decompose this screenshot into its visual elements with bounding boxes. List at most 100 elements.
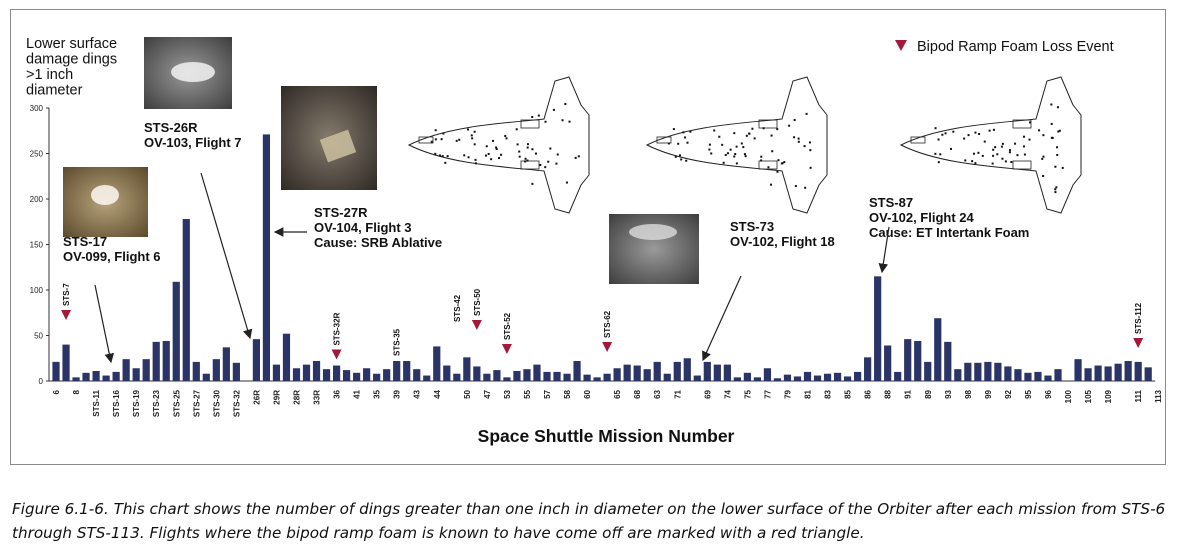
foam-loss-marker [471, 320, 482, 330]
bar [62, 344, 70, 381]
bar [693, 375, 701, 381]
bar [1014, 369, 1022, 381]
ding-dot [515, 128, 518, 131]
bar [272, 364, 281, 381]
bar [854, 371, 862, 381]
foam-loss-marker [61, 310, 72, 320]
ding-dot [722, 161, 725, 164]
ding-dot [972, 152, 975, 155]
ding-dot [944, 132, 947, 135]
bar [332, 365, 341, 381]
ding-dot [708, 148, 711, 151]
ding-dot [577, 155, 580, 158]
ding-dot [470, 134, 473, 137]
ding-dot [500, 153, 503, 156]
bar [904, 339, 912, 381]
ding-dot [539, 163, 542, 166]
orbiter-outline [645, 76, 828, 214]
bar [162, 340, 170, 381]
ding-dot [952, 130, 955, 133]
bar [823, 373, 832, 381]
ding-dot [552, 108, 555, 111]
bar [874, 276, 882, 381]
ding-dot [555, 162, 558, 165]
damage-photo-highlight [91, 185, 119, 205]
legend-label: Bipod Ramp Foam Loss Event [917, 39, 1114, 55]
bar [252, 339, 261, 381]
ding-dot [753, 137, 756, 140]
bar [453, 373, 461, 381]
ding-dot [531, 115, 534, 118]
ding-dot [504, 134, 507, 137]
ding-dot [745, 134, 748, 137]
ding-dot [771, 150, 774, 153]
x-tick-label: 85 [844, 389, 853, 398]
ding-dot [1038, 129, 1041, 132]
bar [373, 373, 381, 381]
ding-dot [1023, 135, 1026, 138]
bar [503, 377, 511, 381]
bar [353, 372, 361, 381]
bar [1054, 369, 1062, 381]
x-tick-label: 58 [563, 389, 572, 398]
orbiter-door [910, 136, 926, 144]
bar [1094, 365, 1102, 381]
ding-dot [1010, 160, 1013, 163]
y-tick-label: 0 [39, 377, 44, 386]
ding-dot [430, 140, 433, 143]
ding-dot [471, 137, 474, 140]
annotation-arrow [878, 226, 890, 274]
ding-dot [526, 143, 529, 146]
ding-dot [708, 143, 711, 146]
bar [884, 345, 892, 381]
ding-dot [735, 162, 738, 165]
ding-dot [974, 131, 977, 134]
bar [733, 377, 741, 381]
ding-dot [473, 143, 476, 146]
x-tick-label: 93 [944, 389, 953, 398]
bar [783, 374, 792, 381]
ding-dot [949, 147, 952, 150]
ding-dot [733, 132, 736, 135]
chart-frame: 0 50 100 150 200 250 300 Lower surface damage di… [10, 9, 1166, 465]
x-tick-label: 86 [864, 389, 873, 398]
ding-dot [809, 149, 812, 152]
ding-dot [485, 145, 488, 148]
ding-dot [797, 137, 800, 140]
ding-dot [1001, 142, 1004, 145]
ding-dot [934, 127, 937, 130]
bar [182, 219, 190, 381]
ding-dot [458, 138, 461, 141]
ding-dot [804, 186, 807, 189]
orbiter-door [1012, 119, 1032, 129]
bar [723, 364, 731, 381]
ding-dot [794, 185, 797, 188]
bar [813, 375, 822, 381]
ding-dot [1001, 157, 1004, 160]
ding-dot [1054, 191, 1057, 194]
ding-dot [689, 130, 692, 133]
ding-dot [776, 170, 779, 173]
x-tick-label: 95 [1024, 389, 1033, 398]
ding-dot [498, 157, 501, 160]
bar [423, 375, 431, 381]
ding-dot [685, 159, 688, 162]
x-tick-label: 71 [673, 389, 682, 398]
ding-dot [544, 166, 547, 169]
x-tick-label: 53 [503, 389, 512, 398]
bar [82, 372, 90, 381]
bar [1124, 360, 1132, 381]
annotation-text: STS-73 OV-102, Flight 18 [730, 219, 835, 249]
ding-dot [1000, 145, 1003, 148]
bar [1004, 366, 1012, 381]
ding-dot [466, 128, 469, 131]
ding-dot [534, 152, 537, 155]
ding-dot [937, 138, 940, 141]
ding-dot [526, 146, 529, 149]
ding-dot [767, 166, 770, 169]
bar [1024, 372, 1032, 381]
x-tick-label: 57 [543, 389, 552, 398]
ding-dot [974, 162, 977, 165]
bar [914, 340, 922, 381]
orbiter-door [1012, 160, 1032, 170]
